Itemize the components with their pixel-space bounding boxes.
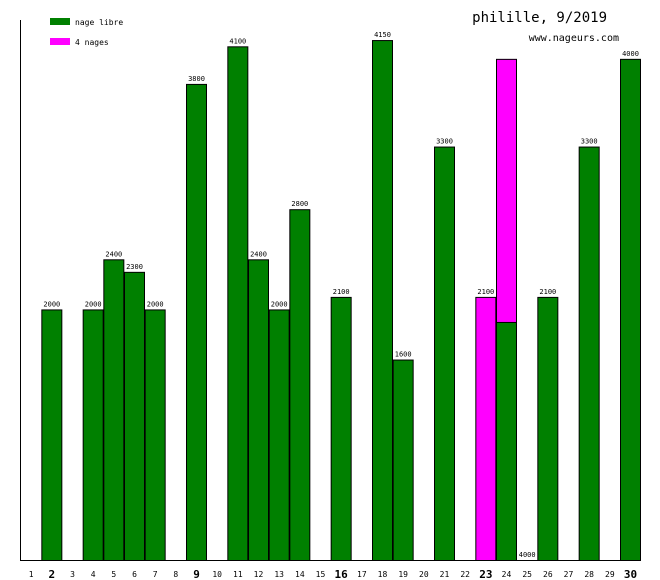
x-tick-27: 27 — [564, 570, 574, 579]
x-tick-7: 7 — [153, 570, 158, 579]
value-label-day-30: 4000 — [622, 50, 639, 58]
x-tick-22: 22 — [460, 570, 470, 579]
bar-day-16-series-1 — [330, 296, 352, 561]
x-tick-23: 23 — [479, 568, 492, 580]
x-tick-29: 29 — [605, 570, 615, 579]
value-labels-group: 2000 2000 2400 2300 2000 3800 4100 2400 2000 2800… — [43, 31, 639, 559]
bar-day-26-series-1 — [537, 296, 559, 561]
x-tick-14: 14 — [295, 570, 305, 579]
value-label-day-7: 2000 — [147, 300, 164, 308]
x-tick-30: 30 — [624, 568, 637, 580]
bars-group — [41, 40, 641, 561]
x-tick-3: 3 — [70, 570, 75, 579]
value-label-day-13: 2000 — [271, 300, 288, 308]
value-label-day-4: 2000 — [85, 300, 102, 308]
x-tick-19: 19 — [398, 570, 408, 579]
value-label-day-11: 4100 — [229, 37, 246, 45]
x-tick-15: 15 — [316, 570, 326, 579]
bar-day-4-series-1 — [82, 309, 104, 561]
value-label-day-25: 4000 — [519, 551, 536, 559]
value-label-day-6: 2300 — [126, 263, 143, 271]
value-label-day-5: 2400 — [105, 250, 122, 258]
x-tick-13: 13 — [274, 570, 284, 579]
bar-day-28-series-1 — [578, 146, 600, 561]
value-label-day-23: 2100 — [477, 288, 494, 296]
x-tick-11: 11 — [233, 570, 243, 579]
bar-day-21-series-1 — [434, 146, 455, 561]
legend-label-2: 4 nages — [75, 38, 109, 47]
bar-day-11-series-1 — [227, 46, 249, 561]
x-tick-17: 17 — [357, 570, 367, 579]
x-tick-20: 20 — [419, 570, 429, 579]
legend: nage libre 4 nages — [50, 18, 123, 47]
x-tick-24: 24 — [502, 570, 512, 579]
value-label-day-21: 3300 — [436, 138, 453, 146]
legend-swatch-2 — [50, 38, 70, 45]
value-label-day-26: 2100 — [539, 288, 556, 296]
x-tick-18: 18 — [378, 570, 388, 579]
bar-day-2-series-1 — [41, 309, 63, 561]
x-tick-6: 6 — [132, 570, 137, 579]
x-tick-1: 1 — [29, 570, 34, 579]
x-tick-labels: 1 2 3 4 5 6 7 8 9 10 11 12 13 14 15 16 17 18 19 20 21 22 23 24 2… — [29, 568, 637, 580]
value-label-day-14: 2800 — [291, 200, 308, 208]
x-tick-26: 26 — [543, 570, 553, 579]
x-tick-21: 21 — [440, 570, 450, 579]
x-tick-5: 5 — [111, 570, 116, 579]
chart-subtitle: www.nageurs.com — [529, 33, 619, 44]
bar-day-6-series-1 — [124, 271, 145, 561]
bar-day-23-series-2 — [475, 296, 497, 561]
bar-day-7-series-1 — [144, 309, 166, 561]
bar-day-9-series-1 — [186, 83, 207, 561]
x-tick-4: 4 — [91, 570, 96, 579]
value-label-day-19: 1600 — [395, 351, 412, 359]
x-tick-28: 28 — [584, 570, 594, 579]
x-tick-9: 9 — [193, 568, 200, 580]
bar-day-13-series-1 — [268, 309, 290, 561]
value-label-day-12: 2400 — [250, 250, 267, 258]
value-label-day-9: 3800 — [188, 75, 205, 83]
x-tick-16: 16 — [335, 568, 349, 580]
bar-day-30-series-1 — [620, 58, 641, 561]
value-label-day-2: 2000 — [43, 300, 60, 308]
x-tick-2: 2 — [49, 568, 56, 580]
x-tick-8: 8 — [173, 570, 178, 579]
bar-day-19-series-1 — [392, 359, 414, 561]
chart-title: philille, 9/2019 — [472, 10, 607, 26]
value-label-day-16: 2100 — [333, 288, 350, 296]
bar-day-5-series-1 — [103, 259, 125, 561]
legend-label-1: nage libre — [75, 18, 123, 27]
bar-day-12-series-1 — [248, 259, 269, 561]
bar-day-24-series-1 — [496, 321, 517, 561]
x-tick-25: 25 — [522, 570, 532, 579]
x-tick-12: 12 — [254, 570, 264, 579]
x-tick-10: 10 — [212, 570, 222, 579]
legend-swatch-1 — [50, 18, 70, 25]
bar-day-24-series-2 — [496, 58, 517, 323]
bar-day-18-series-1 — [372, 40, 393, 561]
bar-day-14-series-1 — [289, 209, 311, 561]
value-label-day-28: 3300 — [581, 138, 598, 146]
value-label-day-18: 4150 — [374, 31, 391, 39]
